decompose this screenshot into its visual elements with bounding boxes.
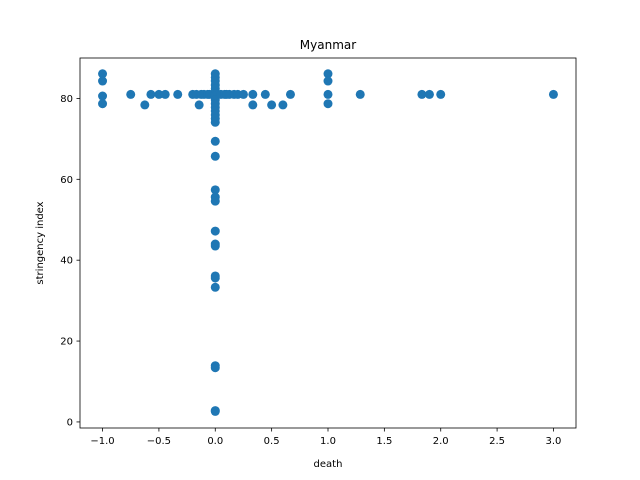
y-axis-label: stringency index xyxy=(35,201,46,284)
data-point xyxy=(248,100,258,110)
data-point xyxy=(146,89,156,99)
data-point xyxy=(210,136,220,146)
data-point xyxy=(210,241,220,251)
x-tick-label: 2.0 xyxy=(433,436,449,447)
y-tick-label: 80 xyxy=(60,94,73,105)
data-point xyxy=(210,117,220,127)
data-point xyxy=(160,89,170,99)
chart-title: Myanmar xyxy=(300,38,356,52)
data-point xyxy=(140,100,150,110)
data-point xyxy=(98,99,108,109)
data-point xyxy=(173,89,183,99)
data-point xyxy=(238,89,248,99)
data-point xyxy=(278,100,288,110)
data-point xyxy=(210,282,220,292)
data-point xyxy=(126,89,136,99)
data-point xyxy=(210,185,220,195)
y-tick-label: 20 xyxy=(60,337,73,348)
data-point xyxy=(323,69,333,79)
data-point xyxy=(98,91,108,101)
data-point xyxy=(355,89,365,99)
data-point xyxy=(267,100,277,110)
x-tick-label: 0.0 xyxy=(207,436,223,447)
x-axis-ticks: −1.0 −0.5 0.0 0.5 1.0 1.5 2.0 2.5 3.0 xyxy=(90,428,561,447)
data-point xyxy=(98,69,108,79)
x-tick-label: 1.5 xyxy=(376,436,392,447)
data-point xyxy=(210,196,220,206)
data-points xyxy=(98,69,558,416)
x-tick-label: −1.0 xyxy=(90,436,114,447)
data-point xyxy=(194,100,204,110)
data-point xyxy=(323,76,333,86)
data-point xyxy=(210,406,220,416)
x-tick-label: −0.5 xyxy=(147,436,171,447)
x-tick-label: 3.0 xyxy=(546,436,562,447)
data-point xyxy=(210,151,220,161)
x-tick-label: 2.5 xyxy=(489,436,505,447)
data-point xyxy=(210,273,220,283)
data-point xyxy=(210,226,220,236)
data-point xyxy=(210,363,220,373)
data-point xyxy=(436,89,446,99)
data-point xyxy=(154,89,164,99)
y-tick-label: 0 xyxy=(67,417,73,428)
y-tick-label: 60 xyxy=(60,175,73,186)
data-point xyxy=(98,76,108,86)
data-point xyxy=(248,89,258,99)
data-point xyxy=(323,99,333,109)
data-point xyxy=(285,89,295,99)
x-axis-label: death xyxy=(314,459,343,470)
data-point xyxy=(323,89,333,99)
y-tick-label: 40 xyxy=(60,256,73,267)
plot-frame xyxy=(79,57,577,429)
x-tick-label: 1.0 xyxy=(320,436,336,447)
data-point xyxy=(424,89,434,99)
x-tick-label: 0.5 xyxy=(264,436,280,447)
data-point xyxy=(260,89,270,99)
data-point xyxy=(548,89,558,99)
data-point xyxy=(417,89,427,99)
y-axis-ticks: 0 20 40 60 80 xyxy=(60,94,80,428)
